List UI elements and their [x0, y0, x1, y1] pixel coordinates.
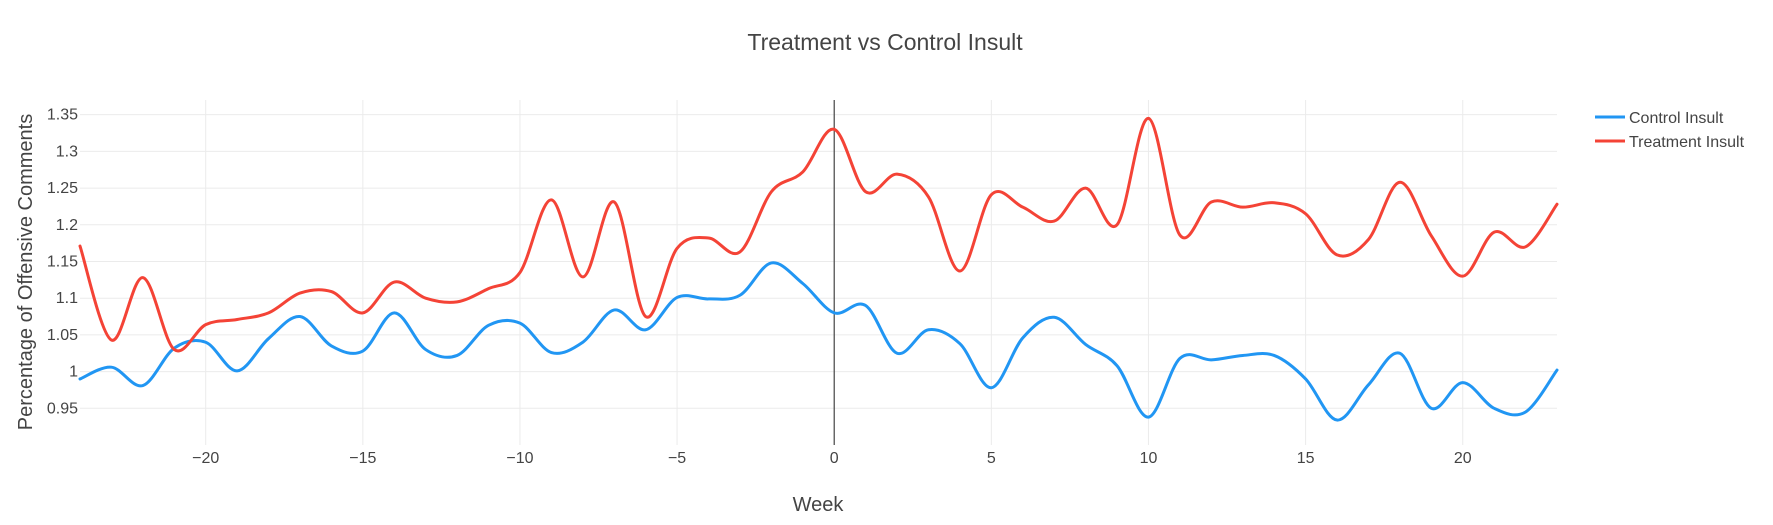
y-tick-label: 1.05: [47, 327, 78, 344]
y-tick-label: 0.95: [47, 400, 78, 417]
x-tick-label: 10: [1140, 450, 1158, 467]
x-tick-label: 0: [830, 450, 839, 467]
x-tick-label: −5: [668, 450, 686, 467]
legend-item-control-insult[interactable]: Control Insult: [1595, 110, 1724, 127]
series-lines: [78, 116, 1559, 422]
x-tick-label: 15: [1297, 450, 1315, 467]
y-tick-label: 1.3: [56, 143, 78, 160]
x-tick-label: −10: [506, 450, 533, 467]
y-tick-label: 1.35: [47, 107, 78, 124]
legend-item-treatment-insult[interactable]: Treatment Insult: [1595, 134, 1745, 151]
y-tick-label: 1: [69, 364, 78, 381]
x-axis-ticks: −20 −15 −10 −5 0 5 10 15 20: [192, 450, 1472, 467]
series-line-treatment-insult: [78, 116, 1559, 353]
chart-title: Treatment vs Control Insult: [747, 29, 1023, 55]
y-tick-label: 1.15: [47, 253, 78, 270]
legend-label: Control Insult: [1629, 110, 1724, 127]
series-line-control-insult: [78, 261, 1559, 422]
y-tick-label: 1.2: [56, 217, 78, 234]
x-tick-label: −20: [192, 450, 219, 467]
y-tick-label: 1.1: [56, 290, 78, 307]
x-axis-title: Week: [793, 494, 845, 516]
legend-label: Treatment Insult: [1629, 134, 1745, 151]
x-tick-label: 5: [987, 450, 996, 467]
legend: Control Insult Treatment Insult: [1595, 110, 1745, 151]
x-tick-label: −15: [349, 450, 376, 467]
y-axis-ticks: 0.95 1 1.05 1.1 1.15 1.2 1.25 1.3 1.35: [47, 107, 78, 418]
x-tick-label: 20: [1454, 450, 1472, 467]
y-tick-label: 1.25: [47, 180, 78, 197]
y-axis-title: Percentage of Offensive Comments: [15, 114, 37, 430]
